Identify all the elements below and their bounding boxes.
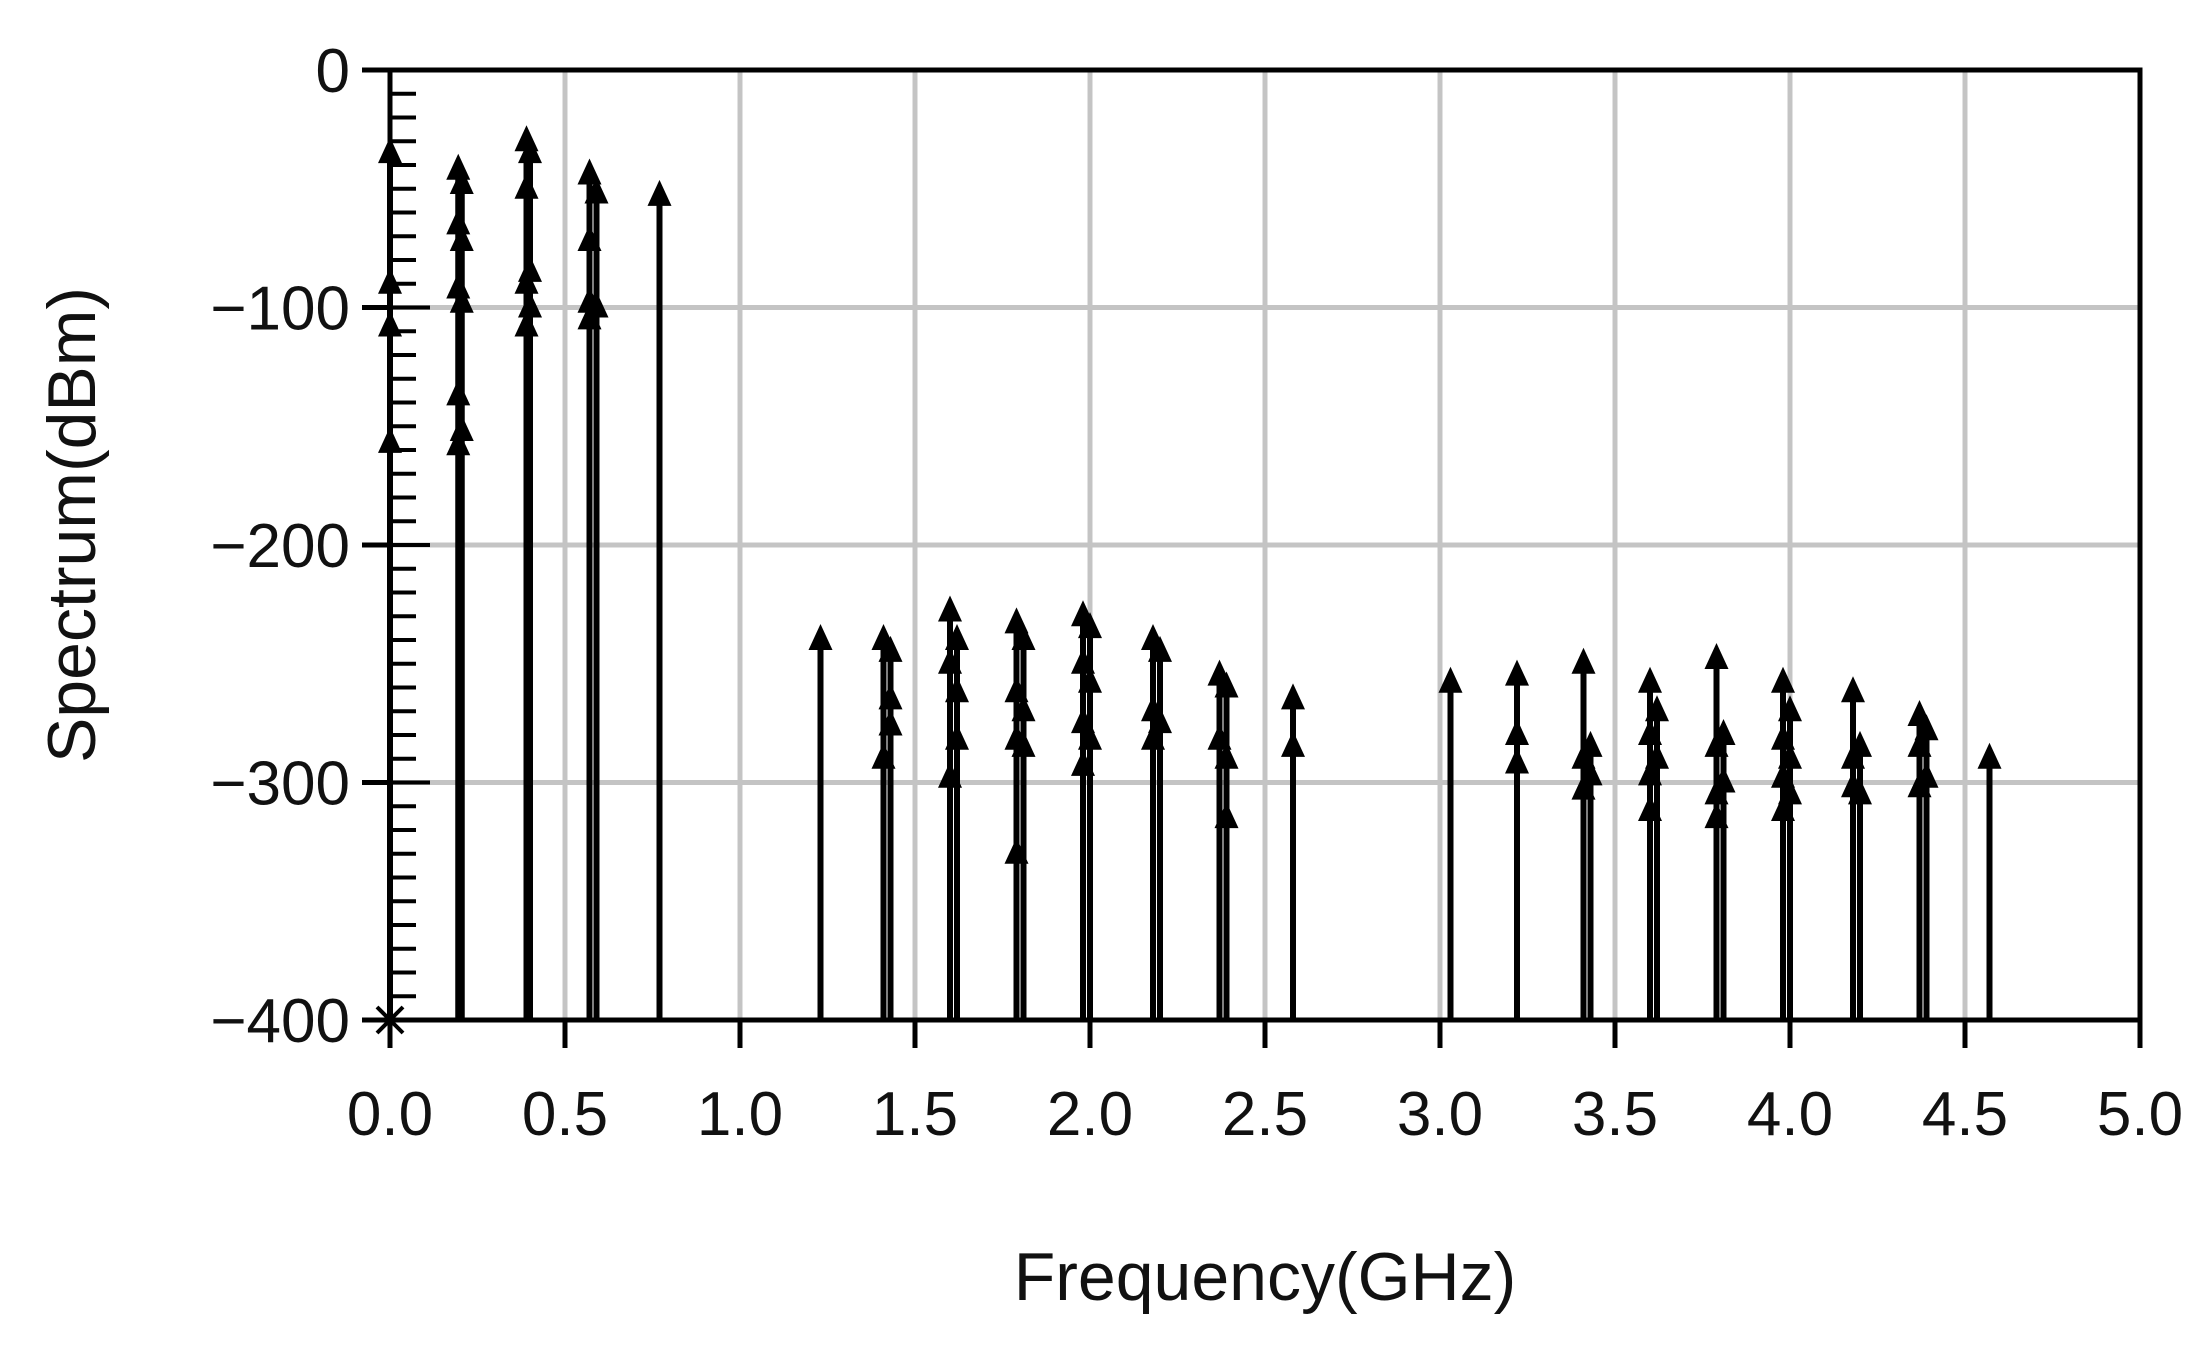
stem-marker (518, 255, 542, 282)
x-tick-label: 1.5 (872, 1080, 958, 1149)
stem-marker (1214, 802, 1239, 829)
stem-marker (1078, 666, 1102, 693)
x-tick-label: 1.0 (697, 1080, 783, 1149)
stems (375, 125, 2002, 1035)
y-tick-label: 0 (316, 37, 350, 106)
stem-marker (1011, 730, 1036, 757)
stem-marker (449, 415, 474, 441)
stem-marker (1281, 730, 1305, 757)
stem-marker (1771, 666, 1795, 693)
stem-marker (1645, 695, 1669, 722)
stem-marker (1638, 666, 1662, 693)
stem-marker (1078, 612, 1102, 639)
stem-marker (647, 179, 672, 206)
x-tick-label: 4.0 (1747, 1080, 1833, 1149)
stem-marker (878, 683, 903, 710)
stem-marker (945, 676, 969, 703)
stem-marker (1078, 723, 1102, 750)
stem-marker (1148, 707, 1172, 734)
x-tick-label: 2.5 (1222, 1080, 1308, 1149)
stem-marker (1848, 730, 1872, 757)
stem-marker (938, 595, 962, 622)
stem-marker (1505, 659, 1529, 686)
stem-marker (1778, 695, 1802, 722)
x-tick-label: 3.5 (1572, 1080, 1658, 1149)
stem-marker (446, 153, 471, 180)
x-tick-label: 0.0 (347, 1080, 433, 1149)
stem-marker (1214, 671, 1239, 698)
stem-marker (878, 709, 903, 736)
y-minor-ticks (390, 68, 430, 1022)
stem-marker (808, 624, 833, 650)
stem-marker (1571, 647, 1596, 674)
x-tick-label: 3.0 (1397, 1080, 1483, 1149)
y-axis-title: Spectrum(dBm) (34, 287, 110, 763)
stem-marker (1778, 778, 1802, 805)
stem-marker (1578, 759, 1603, 786)
stem-marker (584, 177, 609, 204)
stem-marker (1148, 635, 1172, 662)
stem-marker (1505, 747, 1529, 774)
stem-marker (446, 379, 471, 406)
stem-marker (1704, 643, 1729, 669)
stem-marker (449, 225, 474, 251)
stem-marker (1214, 742, 1239, 769)
stem-marker (514, 172, 539, 199)
stem-marker (1778, 742, 1802, 769)
stem-marker (1914, 761, 1939, 788)
stem-marker (518, 291, 542, 318)
stem-marker (1578, 730, 1603, 757)
x-axis-title: Frequency(GHz) (1014, 1239, 1517, 1315)
x-tick-label: 4.5 (1922, 1080, 2008, 1149)
stem-marker (1011, 695, 1036, 722)
stem-marker (1848, 778, 1872, 805)
stem-marker (945, 723, 969, 750)
stem-marker (577, 158, 602, 185)
stem-marker (449, 286, 474, 313)
grid (390, 70, 2140, 1020)
x-tick-label: 5.0 (2097, 1080, 2183, 1149)
stem-marker (1645, 742, 1669, 769)
stem-marker (1438, 666, 1463, 693)
stem-marker (1841, 676, 1865, 703)
x-tick-label: 2.0 (1047, 1080, 1133, 1149)
y-tick-label: −200 (210, 512, 350, 581)
x-tick-label: 0.5 (522, 1080, 608, 1149)
stem-marker (1711, 766, 1736, 793)
stem-marker (449, 168, 474, 194)
stem-marker (584, 291, 609, 318)
stem-marker (1711, 719, 1736, 745)
stem-marker (446, 208, 471, 235)
stem-marker (518, 137, 542, 164)
stem-marker (1011, 624, 1036, 650)
y-tick-label: −300 (210, 750, 350, 819)
y-tick-label: −400 (210, 987, 350, 1056)
stem-marker (878, 635, 903, 662)
stem-marker (1977, 742, 2002, 769)
y-tick-label: −100 (210, 275, 350, 344)
stem-marker (1914, 714, 1939, 741)
stem-marker (1281, 683, 1305, 710)
axis-ticks: 0.0 0.5 1.0 1.5 2.0 2.5 3.0 3.5 4.0 4.5 5.0 0 −100 −2… (210, 37, 2183, 1149)
stem-marker (1505, 719, 1529, 745)
stem-marker (945, 624, 969, 650)
